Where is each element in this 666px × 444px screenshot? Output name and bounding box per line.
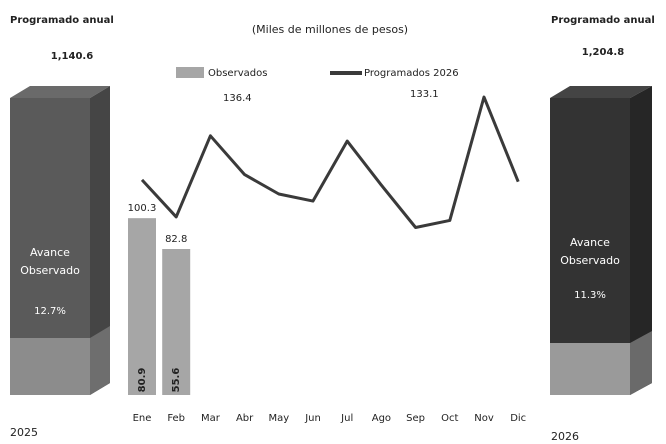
panel-heading: Programado anual xyxy=(551,15,655,26)
legend-label: Observados xyxy=(208,68,267,79)
box-top xyxy=(10,86,110,98)
bar-label: 82.8 xyxy=(165,234,187,245)
panel-label-box: Avance Observado xyxy=(20,246,80,277)
box-side xyxy=(630,86,652,395)
x-tick-label: Nov xyxy=(474,413,494,424)
right-panel: Programado anual 1,204.8 Avance Observad… xyxy=(550,15,655,443)
x-tick-label: Jul xyxy=(340,413,353,424)
x-tick-label: Dic xyxy=(510,413,526,424)
x-tick-label: Oct xyxy=(441,413,458,424)
panel-label: Avance Observado xyxy=(20,246,80,277)
legend-swatch xyxy=(176,67,204,78)
box-front xyxy=(10,98,90,338)
x-tick-label: Abr xyxy=(236,413,254,424)
panel-label: Avance Observado xyxy=(560,236,620,267)
panel-year: 2025 xyxy=(10,426,38,439)
x-tick-label: May xyxy=(268,413,289,424)
panel-total: 1,140.6 xyxy=(51,51,93,62)
x-tick-label: Mar xyxy=(201,413,221,424)
panel-label-box: Avance Observado xyxy=(560,236,620,267)
panel-percent: 12.7% xyxy=(34,306,66,317)
annotation: 133.1 xyxy=(410,89,439,100)
left-panel: Programado anual 1,140.6 Avance Observad… xyxy=(10,15,114,439)
bar-label: 100.3 xyxy=(128,203,157,214)
panel-total: 1,204.8 xyxy=(582,47,624,58)
box-observed xyxy=(10,338,90,395)
bar-inner-label: 80.9 xyxy=(137,368,148,393)
box-observed xyxy=(550,343,630,395)
box-side-observed xyxy=(90,326,110,395)
panel-percent: 11.3% xyxy=(574,290,606,301)
x-tick-label: Jun xyxy=(304,413,321,424)
x-tick-label: Ago xyxy=(372,413,391,424)
box-top xyxy=(550,86,652,98)
box-side-observed xyxy=(630,331,652,395)
annotation: 136.4 xyxy=(223,93,252,104)
x-tick-label: Ene xyxy=(133,413,152,424)
bar xyxy=(162,249,191,395)
box-front xyxy=(550,98,630,343)
legend-label: Programados 2026 xyxy=(364,68,459,79)
line xyxy=(140,95,520,229)
chart-title: (Miles de millones de pesos) xyxy=(252,23,408,36)
panel-year: 2026 xyxy=(551,430,579,443)
bar-inner-label: 55.6 xyxy=(171,368,182,393)
bar xyxy=(128,218,156,395)
x-tick-label: Feb xyxy=(167,413,185,424)
panel-heading: Programado anual xyxy=(10,15,114,26)
box-side xyxy=(90,86,110,395)
x-tick-label: Sep xyxy=(406,413,425,424)
